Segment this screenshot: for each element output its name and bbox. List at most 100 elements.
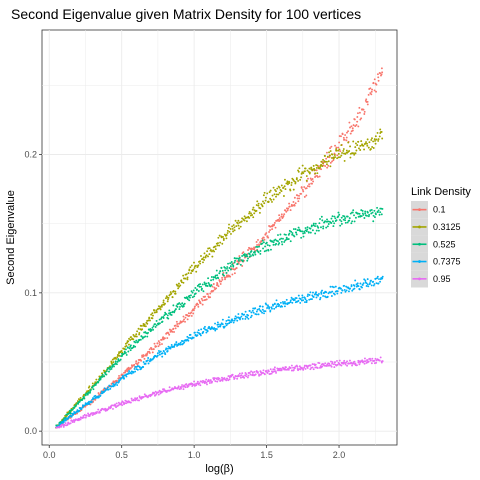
data-point xyxy=(134,397,137,400)
data-point xyxy=(257,202,260,205)
data-point xyxy=(127,350,130,353)
data-point xyxy=(209,249,212,251)
data-point xyxy=(308,294,311,296)
data-point xyxy=(113,384,116,387)
data-point xyxy=(105,370,108,373)
data-point xyxy=(278,186,281,189)
data-point xyxy=(166,350,169,352)
data-point xyxy=(235,267,238,269)
data-point xyxy=(157,345,160,348)
data-point xyxy=(262,372,265,374)
data-point xyxy=(227,226,230,229)
data-point xyxy=(307,231,310,234)
data-point xyxy=(202,330,205,333)
data-point xyxy=(327,164,330,167)
data-point xyxy=(369,209,372,212)
data-point xyxy=(380,67,383,70)
data-point xyxy=(320,168,322,171)
data-point xyxy=(238,221,241,224)
data-point xyxy=(182,315,185,318)
data-point xyxy=(187,339,190,342)
data-point xyxy=(252,307,255,310)
data-point xyxy=(351,220,354,223)
data-point xyxy=(245,253,248,256)
data-point xyxy=(370,284,373,287)
data-point xyxy=(209,379,212,382)
data-point xyxy=(213,250,216,253)
data-point xyxy=(178,308,181,311)
data-point xyxy=(362,144,365,147)
data-point xyxy=(327,223,330,225)
data-point xyxy=(124,348,127,351)
data-point xyxy=(295,231,297,234)
data-point xyxy=(258,373,261,376)
data-point xyxy=(344,363,347,366)
data-point xyxy=(251,208,254,211)
data-point xyxy=(299,178,302,181)
data-point xyxy=(360,215,363,218)
data-point xyxy=(206,329,209,332)
data-point xyxy=(110,367,113,370)
data-point xyxy=(136,330,139,333)
data-point xyxy=(250,314,253,317)
data-point xyxy=(201,283,204,286)
data-point xyxy=(275,193,278,196)
data-point xyxy=(366,103,369,106)
data-point xyxy=(220,280,223,283)
data-point xyxy=(200,328,203,331)
data-point xyxy=(263,373,266,376)
data-point xyxy=(88,400,91,403)
data-point xyxy=(222,239,225,241)
data-point xyxy=(320,163,323,166)
data-point xyxy=(193,295,196,298)
data-point xyxy=(317,229,320,232)
data-point xyxy=(221,323,224,326)
data-point xyxy=(204,380,207,383)
data-point xyxy=(161,355,164,358)
data-point xyxy=(146,335,149,338)
data-point xyxy=(261,311,264,314)
data-point xyxy=(268,231,271,233)
data-point xyxy=(366,138,369,141)
data-point xyxy=(175,320,178,323)
data-point xyxy=(274,370,277,373)
data-point xyxy=(371,146,374,148)
data-point xyxy=(164,302,166,305)
data-point xyxy=(186,298,189,301)
data-point xyxy=(331,215,334,218)
data-point xyxy=(155,324,158,327)
data-point xyxy=(345,149,348,152)
data-point xyxy=(279,301,282,304)
data-point xyxy=(270,307,273,310)
data-point xyxy=(243,376,246,379)
data-point xyxy=(259,305,262,308)
data-point xyxy=(333,293,336,296)
data-point xyxy=(273,366,276,369)
data-point xyxy=(187,272,190,275)
data-point xyxy=(235,257,238,260)
data-point xyxy=(195,270,198,273)
data-point xyxy=(256,308,259,311)
data-point xyxy=(320,215,323,218)
data-point xyxy=(265,241,268,244)
data-point xyxy=(241,259,244,262)
data-point xyxy=(219,270,222,273)
data-point xyxy=(303,230,306,233)
data-point xyxy=(340,216,343,219)
data-point xyxy=(126,370,129,373)
data-point xyxy=(238,372,241,375)
data-point xyxy=(201,299,204,302)
series-points-1 xyxy=(55,128,384,429)
data-point xyxy=(94,398,97,401)
data-point xyxy=(69,412,72,415)
data-point xyxy=(85,414,88,417)
data-point xyxy=(199,334,202,337)
data-point xyxy=(295,177,298,180)
data-point xyxy=(241,255,244,257)
data-point xyxy=(361,359,364,362)
data-point xyxy=(153,392,156,395)
data-point xyxy=(161,343,163,346)
data-point xyxy=(302,299,305,302)
data-point xyxy=(104,408,107,411)
data-point xyxy=(288,202,291,205)
